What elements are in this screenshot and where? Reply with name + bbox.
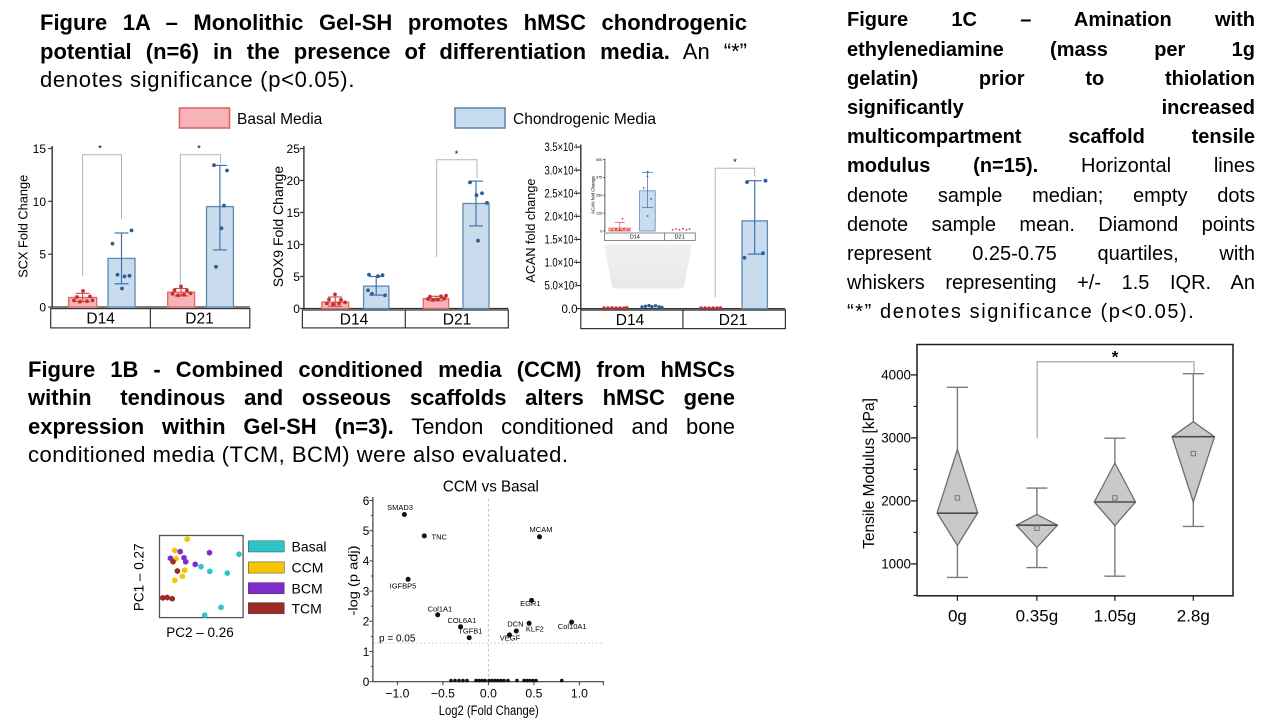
svg-text:1.0: 1.0	[571, 686, 588, 700]
svg-text:0.0: 0.0	[480, 686, 497, 700]
svg-text:Col1A1: Col1A1	[428, 605, 453, 614]
svg-text:0: 0	[39, 301, 46, 315]
svg-text:D14: D14	[340, 312, 369, 329]
svg-text:D21: D21	[719, 312, 747, 329]
svg-text:0.5: 0.5	[525, 686, 542, 700]
svg-text:*: *	[455, 149, 459, 160]
svg-text:−0.5: −0.5	[431, 686, 455, 700]
svg-text:Basal Media: Basal Media	[237, 111, 323, 128]
svg-text:D14: D14	[86, 311, 115, 328]
svg-text:4000: 4000	[881, 368, 911, 383]
svg-text:TGFB1: TGFB1	[458, 627, 482, 636]
svg-text:2: 2	[363, 615, 370, 629]
svg-text:ACAN fold change: ACAN fold change	[523, 179, 538, 283]
svg-text:0.0: 0.0	[562, 304, 578, 316]
svg-text:Chondrogenic Media: Chondrogenic Media	[513, 111, 656, 128]
svg-text:D21: D21	[443, 312, 471, 329]
svg-text:2.0×10⁴: 2.0×10⁴	[545, 212, 578, 224]
svg-text:MCAM: MCAM	[530, 525, 553, 534]
svg-text:1000: 1000	[881, 557, 911, 572]
svg-text:TCM: TCM	[292, 600, 322, 616]
svg-text:*: *	[197, 144, 201, 155]
svg-text:2.5×10⁴: 2.5×10⁴	[545, 188, 578, 200]
svg-text:25: 25	[287, 142, 301, 156]
svg-text:0: 0	[293, 302, 300, 316]
svg-text:5: 5	[39, 248, 46, 262]
svg-text:COL6A1: COL6A1	[448, 616, 477, 625]
svg-text:*: *	[733, 157, 737, 168]
svg-text:3.0×10⁴: 3.0×10⁴	[545, 165, 578, 177]
svg-text:EGR1: EGR1	[520, 599, 540, 608]
svg-text:D14: D14	[630, 235, 640, 241]
svg-text:CCM vs Basal: CCM vs Basal	[443, 479, 539, 496]
svg-text:Tensile Modulus [kPa]: Tensile Modulus [kPa]	[861, 398, 878, 549]
svg-text:0.35g: 0.35g	[1016, 607, 1059, 626]
svg-text:125: 125	[596, 212, 602, 216]
svg-text:15: 15	[33, 142, 47, 156]
svg-text:Col10A1: Col10A1	[558, 622, 587, 631]
svg-text:D21: D21	[185, 311, 213, 328]
svg-text:ACAN fold Change: ACAN fold Change	[591, 175, 596, 214]
svg-text:D21: D21	[675, 235, 685, 241]
svg-text:SOX9 Fold Change: SOX9 Fold Change	[270, 166, 286, 288]
svg-text:2000: 2000	[881, 494, 911, 509]
svg-text:PC2 – 0.26: PC2 – 0.26	[166, 625, 234, 640]
svg-text:BCM: BCM	[292, 580, 323, 596]
svg-text:10: 10	[33, 195, 47, 209]
svg-text:p = 0.05: p = 0.05	[379, 633, 416, 644]
svg-text:SMAD3: SMAD3	[387, 503, 413, 512]
svg-text:3000: 3000	[881, 431, 911, 446]
svg-text:DCN: DCN	[507, 619, 523, 628]
svg-text:3.5×10⁴: 3.5×10⁴	[545, 142, 578, 154]
svg-text:2.8g: 2.8g	[1177, 607, 1210, 626]
svg-text:SCX Fold Change: SCX Fold Change	[16, 175, 31, 278]
svg-text:500: 500	[596, 158, 602, 162]
svg-text:5: 5	[293, 270, 300, 284]
svg-text:3: 3	[363, 584, 370, 598]
svg-text:PC1 – 0.27: PC1 – 0.27	[132, 544, 147, 612]
svg-text:1: 1	[363, 645, 370, 659]
svg-text:0: 0	[363, 675, 370, 689]
svg-text:*: *	[98, 144, 102, 155]
svg-text:5: 5	[363, 524, 370, 538]
svg-text:5.0×10³: 5.0×10³	[545, 281, 578, 293]
svg-text:1.05g: 1.05g	[1094, 607, 1137, 626]
svg-text:D14: D14	[616, 312, 645, 329]
svg-text:Basal: Basal	[292, 539, 327, 555]
svg-text:IGFBP5: IGFBP5	[390, 582, 417, 591]
svg-text:1.5×10⁴: 1.5×10⁴	[545, 235, 578, 247]
svg-text:4: 4	[363, 554, 370, 568]
svg-text:6: 6	[363, 494, 370, 508]
svg-text:-log (p adj): -log (p adj)	[346, 546, 360, 616]
svg-text:1.0×10⁴: 1.0×10⁴	[545, 258, 578, 270]
svg-text:*: *	[1112, 348, 1119, 367]
svg-text:KLF2: KLF2	[526, 624, 544, 633]
svg-text:VEGF: VEGF	[500, 634, 521, 643]
svg-text:0: 0	[600, 229, 602, 233]
svg-text:0g: 0g	[948, 607, 967, 626]
svg-text:15: 15	[287, 206, 301, 220]
svg-text:250: 250	[596, 194, 602, 198]
svg-text:−1.0: −1.0	[385, 686, 409, 700]
svg-text:Log2 (Fold Change): Log2 (Fold Change)	[439, 703, 539, 718]
svg-text:20: 20	[287, 174, 301, 188]
svg-text:375: 375	[596, 176, 602, 180]
svg-text:CCM: CCM	[292, 560, 324, 576]
svg-text:10: 10	[287, 238, 301, 252]
svg-text:TNC: TNC	[432, 533, 448, 542]
